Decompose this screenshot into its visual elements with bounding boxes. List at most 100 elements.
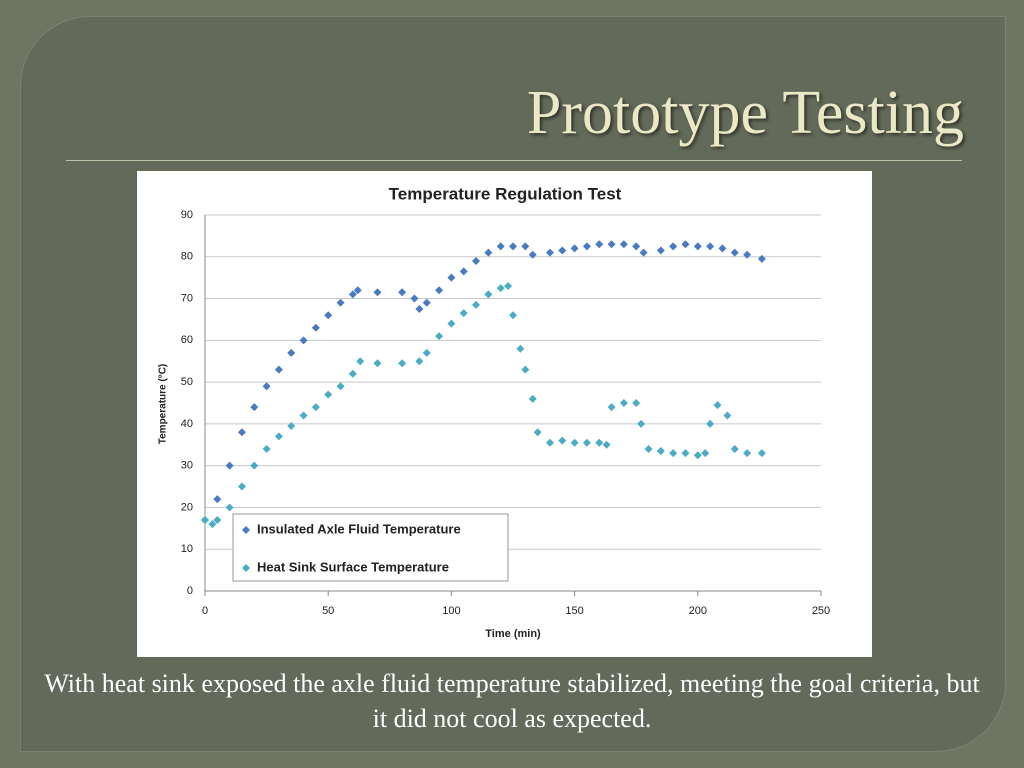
- marker: [509, 311, 517, 320]
- marker: [693, 451, 702, 460]
- marker: [632, 242, 641, 251]
- marker: [213, 515, 222, 524]
- marker: [521, 242, 530, 251]
- marker: [422, 348, 431, 357]
- marker: [484, 248, 493, 257]
- marker: [447, 273, 456, 282]
- marker: [459, 309, 468, 318]
- x-tick-label: 0: [202, 605, 208, 617]
- marker: [435, 332, 444, 341]
- marker: [435, 286, 444, 295]
- marker: [348, 290, 357, 299]
- marker: [213, 495, 222, 504]
- x-axis-title: Time (min): [485, 628, 541, 640]
- marker: [595, 240, 604, 249]
- marker: [558, 246, 567, 255]
- marker: [558, 436, 567, 445]
- marker: [484, 290, 493, 299]
- marker: [459, 267, 468, 276]
- title-rule: [66, 160, 962, 161]
- y-tick-label: 30: [181, 460, 193, 472]
- slide-title: Prototype Testing: [526, 79, 964, 147]
- marker: [324, 311, 333, 320]
- marker: [582, 242, 591, 251]
- marker: [311, 403, 320, 412]
- marker: [348, 369, 357, 378]
- marker: [602, 440, 611, 449]
- marker: [743, 250, 752, 259]
- marker: [225, 503, 234, 512]
- legend-label: Heat Sink Surface Temperature: [257, 559, 449, 574]
- marker: [287, 421, 296, 430]
- marker: [415, 305, 424, 313]
- marker: [398, 288, 407, 297]
- marker: [496, 284, 505, 293]
- marker: [637, 419, 646, 428]
- legend-label: Insulated Axle Fluid Temperature: [257, 521, 461, 536]
- marker: [619, 240, 628, 249]
- y-tick-label: 20: [181, 501, 193, 513]
- marker: [632, 399, 641, 407]
- y-tick-label: 10: [181, 543, 193, 555]
- marker: [504, 282, 513, 291]
- marker: [669, 242, 678, 251]
- marker: [619, 399, 628, 407]
- marker: [706, 419, 715, 428]
- marker: [644, 444, 653, 453]
- marker: [656, 447, 665, 456]
- marker: [509, 242, 517, 251]
- marker: [410, 294, 419, 303]
- y-tick-label: 50: [181, 376, 193, 388]
- marker: [356, 357, 365, 366]
- marker: [373, 359, 382, 368]
- marker: [208, 520, 217, 529]
- marker: [373, 288, 382, 297]
- marker: [681, 240, 690, 249]
- y-tick-label: 70: [181, 292, 193, 304]
- marker: [757, 254, 766, 263]
- marker: [287, 348, 296, 357]
- marker: [398, 359, 407, 368]
- caption: With heat sink exposed the axle fluid te…: [44, 669, 980, 733]
- marker: [353, 286, 362, 295]
- marker: [730, 248, 739, 257]
- marker: [743, 449, 752, 458]
- marker: [422, 298, 431, 307]
- marker: [656, 246, 665, 255]
- marker: [545, 438, 554, 447]
- y-tick-label: 40: [181, 418, 193, 430]
- marker: [201, 515, 209, 524]
- marker: [225, 461, 234, 470]
- marker: [262, 382, 271, 391]
- marker: [669, 449, 678, 458]
- marker: [262, 444, 271, 453]
- marker: [528, 250, 537, 259]
- marker: [472, 300, 481, 309]
- marker: [528, 394, 537, 403]
- marker: [757, 449, 766, 458]
- legend: Insulated Axle Fluid Temperature Heat Sin…: [232, 513, 509, 582]
- marker: [570, 244, 579, 253]
- marker: [639, 248, 648, 257]
- legend-marker: [242, 564, 250, 572]
- x-tick-label: 50: [322, 605, 334, 617]
- marker: [582, 438, 591, 447]
- marker: [521, 365, 530, 374]
- marker: [723, 411, 732, 420]
- chart: Temperature Regulation Test Time (min) T…: [137, 171, 872, 657]
- marker: [237, 428, 246, 437]
- marker: [311, 323, 320, 332]
- x-tick-label: 150: [565, 605, 583, 617]
- marker: [336, 382, 345, 391]
- chart-title: Temperature Regulation Test: [389, 184, 622, 203]
- y-tick-label: 0: [187, 585, 193, 597]
- marker: [730, 444, 739, 453]
- marker: [299, 336, 308, 345]
- marker: [250, 461, 259, 470]
- legend-box: [232, 513, 509, 582]
- marker: [336, 298, 345, 307]
- x-tick-label: 200: [689, 605, 707, 617]
- marker: [693, 242, 702, 251]
- y-tick-label: 90: [181, 209, 193, 221]
